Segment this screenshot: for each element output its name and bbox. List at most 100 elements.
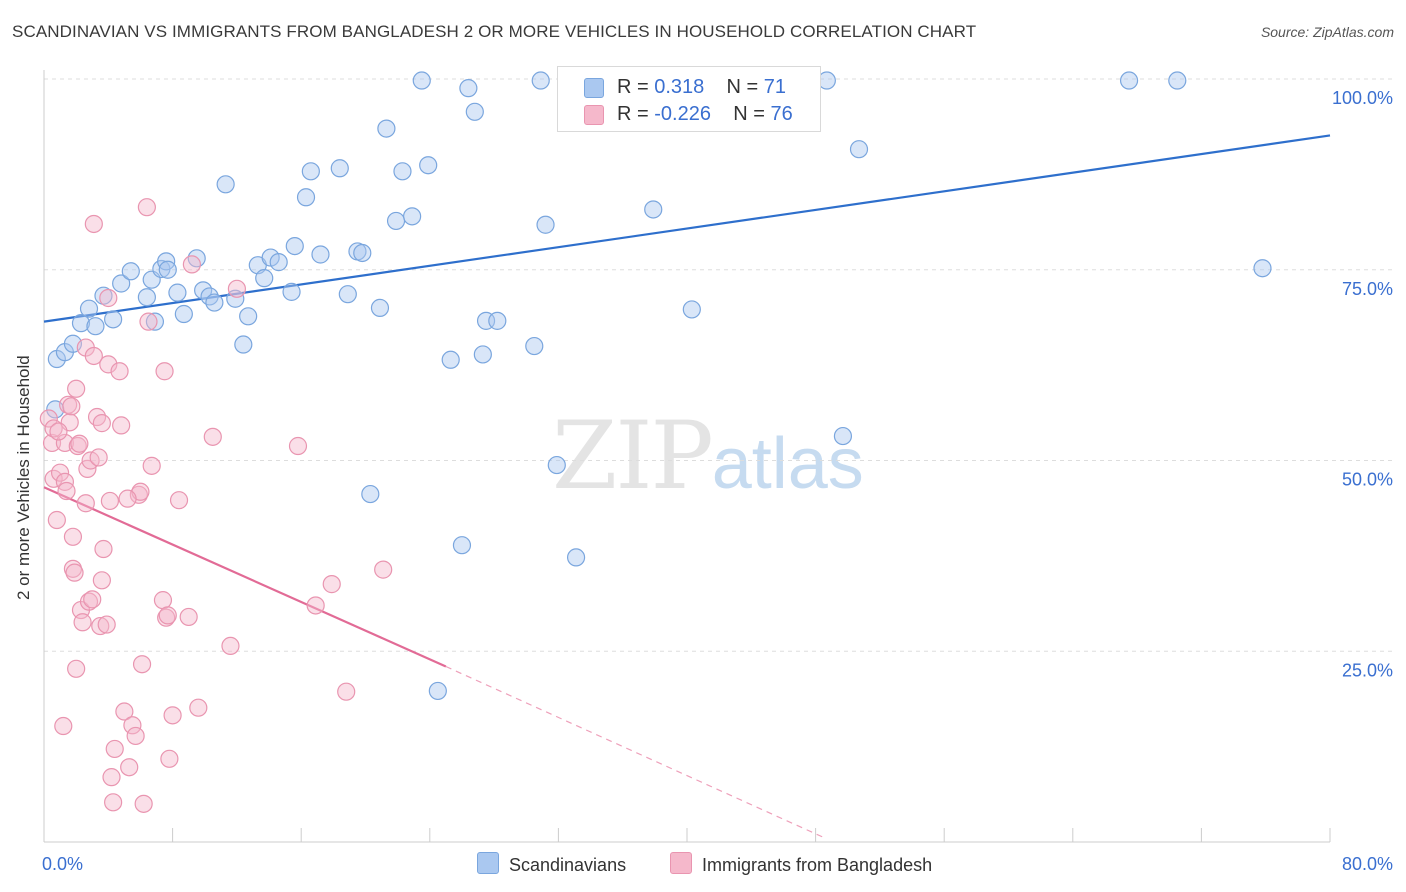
x-tick-label: 0.0%: [42, 854, 83, 874]
data-point: [137, 198, 156, 217]
data-point: [112, 274, 131, 293]
y-tick-label: 50.0%: [1342, 470, 1393, 490]
y-axis-label: 2 or more Vehicles in Household: [14, 355, 33, 600]
data-point: [200, 287, 219, 306]
data-point: [44, 419, 63, 438]
data-point: [139, 312, 158, 331]
data-point: [353, 243, 372, 263]
data-point: [86, 317, 105, 336]
legend-swatch-scandinavians: [584, 78, 604, 98]
data-point: [123, 716, 142, 735]
data-point: [134, 794, 153, 813]
data-point: [306, 596, 325, 615]
chart-title: SCANDINAVIAN VS IMMIGRANTS FROM BANGLADE…: [12, 22, 977, 41]
data-point: [158, 606, 177, 625]
r-value: 0.318: [654, 76, 705, 98]
data-point: [79, 299, 99, 318]
data-point: [99, 355, 118, 374]
data-point: [153, 591, 173, 610]
data-point: [39, 409, 58, 428]
data-point: [137, 288, 156, 307]
data-point: [322, 575, 341, 594]
data-point: [547, 455, 566, 475]
data-point: [216, 175, 235, 194]
data-point: [255, 269, 274, 288]
legend-swatch-bangladesh: [584, 105, 604, 125]
data-point: [189, 698, 208, 717]
data-point: [67, 379, 86, 398]
data-point: [110, 362, 129, 381]
data-point: [100, 491, 120, 511]
data-point: [473, 345, 492, 364]
data-point: [54, 716, 73, 736]
data-point: [92, 571, 111, 590]
data-point: [179, 607, 198, 627]
data-point: [91, 616, 110, 636]
data-point: [142, 456, 161, 475]
data-point: [1119, 71, 1139, 90]
data-point: [104, 793, 123, 812]
data-point: [84, 346, 103, 366]
correlation-legend: R = 0.318 N = 71 R = -0.226 N = 76: [557, 66, 821, 132]
data-point: [155, 362, 174, 381]
data-point: [47, 510, 66, 530]
watermark: ZIPatlas: [552, 402, 864, 511]
data-point: [120, 758, 139, 777]
r-value: -0.226: [654, 103, 711, 125]
data-point: [42, 433, 62, 453]
y-tick-label: 100.0%: [1332, 88, 1393, 108]
data-point: [94, 286, 113, 305]
n-value: 71: [763, 76, 787, 98]
data-point: [227, 279, 246, 298]
legend-swatch-scandinavians: [477, 852, 499, 874]
data-point: [311, 245, 330, 264]
data-point: [71, 314, 91, 333]
tick-labels: 0.0% 80.0% 100.0% 75.0% 50.0% 25.0%: [42, 88, 1393, 874]
watermark-zip: ZIP: [552, 402, 714, 511]
series-scandinavians: [46, 71, 1272, 701]
data-point: [370, 298, 390, 317]
data-point: [419, 156, 438, 175]
data-point: [682, 300, 701, 319]
data-point: [160, 749, 179, 768]
legend-label-bangladesh: Immigrants from Bangladesh: [702, 855, 933, 875]
data-point: [102, 768, 121, 787]
trend-line-scandinavians: [43, 134, 1331, 323]
data-point: [129, 485, 148, 504]
data-point: [121, 262, 140, 281]
data-point: [452, 536, 472, 555]
data-point: [377, 119, 396, 138]
data-point: [158, 260, 177, 279]
data-point: [94, 539, 113, 559]
data-point: [525, 336, 544, 356]
trend-lines: [43, 134, 1331, 838]
data-point: [187, 249, 206, 268]
data-point: [174, 304, 193, 324]
data-point: [403, 207, 422, 226]
data-point: [644, 200, 663, 219]
data-point: [488, 311, 507, 330]
data-point: [79, 592, 99, 611]
data-point: [282, 282, 301, 301]
data-point: [441, 350, 460, 369]
data-point: [63, 527, 83, 546]
data-point: [203, 427, 222, 446]
data-point: [105, 739, 124, 759]
data-point: [182, 255, 201, 274]
data-point: [84, 214, 103, 234]
r-label: R =: [617, 103, 655, 125]
data-point: [132, 655, 152, 674]
data-point: [330, 159, 349, 178]
data-point: [412, 71, 431, 90]
data-point: [428, 681, 447, 701]
data-point: [126, 726, 145, 746]
data-point: [296, 188, 316, 207]
data-point: [288, 436, 308, 456]
n-label: N =: [733, 103, 771, 125]
data-point: [338, 285, 357, 304]
data-point: [65, 563, 84, 582]
data-point: [285, 236, 304, 256]
data-point: [57, 481, 76, 501]
data-point: [465, 102, 484, 121]
